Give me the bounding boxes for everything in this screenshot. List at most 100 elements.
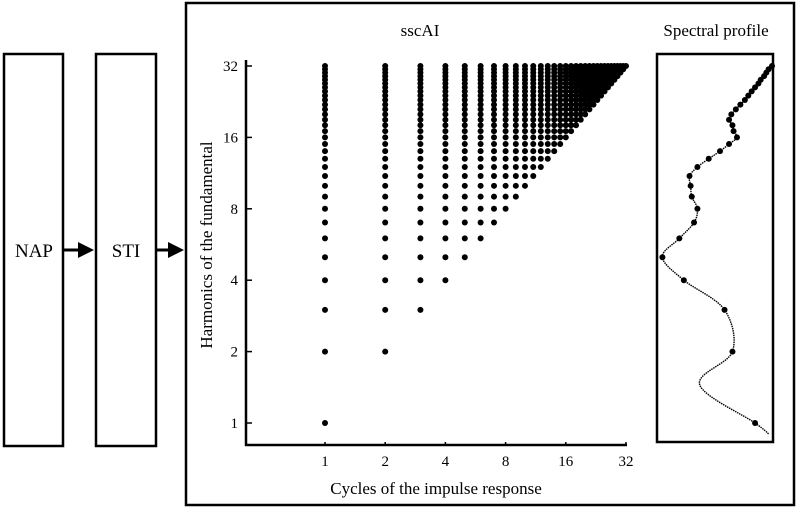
scatter-point [442, 134, 449, 141]
scatter-point [417, 254, 424, 261]
scatter-point [417, 148, 424, 155]
scatter-point [477, 128, 484, 135]
y-tick-label: 4 [231, 273, 239, 289]
scatter-point [442, 219, 449, 226]
scatter-point [491, 116, 498, 123]
scatter-point [512, 141, 519, 148]
scatter-point [568, 111, 575, 118]
scatter-point [537, 116, 544, 123]
scatter-point [382, 164, 389, 171]
scatter-point [461, 182, 468, 189]
scatter-point [502, 164, 509, 171]
scatter-point [530, 97, 537, 104]
scatter-point [521, 97, 528, 104]
scatter-point [382, 235, 389, 242]
scatter-point [551, 122, 558, 129]
profile-point [686, 172, 693, 179]
y-tick-label: 16 [223, 130, 239, 146]
scatter-point [557, 63, 564, 69]
scatter-point [461, 172, 468, 179]
scatter-point [502, 148, 509, 155]
scatter-point [521, 172, 528, 179]
scatter-point [322, 254, 328, 261]
scatter-point [568, 116, 575, 123]
scatter-point [382, 193, 389, 200]
profile-point [694, 164, 701, 171]
scatter-point [502, 155, 509, 162]
scatter-point [537, 122, 544, 129]
scatter-point [491, 219, 498, 226]
scatter-point [544, 63, 551, 69]
scatter-point [562, 111, 569, 118]
profile-title: Spectral profile [663, 21, 768, 40]
scatter-point [442, 205, 449, 212]
scatter-point [322, 420, 328, 426]
scatter-point [477, 92, 484, 99]
scatter-point [521, 116, 528, 123]
scatter-point [491, 155, 498, 162]
scatter-point [577, 97, 584, 104]
scatter-point [562, 106, 569, 113]
scatter-point [557, 111, 564, 118]
scatter-point [322, 306, 328, 313]
scatter-point [417, 122, 424, 129]
scatter-point [491, 101, 498, 108]
profile-point [726, 141, 733, 148]
scatter-point [477, 134, 484, 141]
profile-point [717, 148, 724, 155]
scatter-point [417, 111, 424, 118]
scatter-point [551, 116, 558, 123]
scatter-point [530, 111, 537, 118]
scatter-point [322, 134, 328, 141]
scatter-point [502, 97, 509, 104]
scatter-point [491, 205, 498, 212]
scatter-point [382, 205, 389, 212]
scatter-point [461, 205, 468, 212]
scatter-point [512, 193, 519, 200]
scatter-point [562, 97, 569, 104]
scatter-point [442, 128, 449, 135]
scatter-point [537, 155, 544, 162]
scatter-point [530, 106, 537, 113]
scatter-point [521, 122, 528, 129]
scatter-point [557, 97, 564, 104]
scatter-point [521, 148, 528, 155]
scatter-point [417, 106, 424, 113]
scatter-point [417, 141, 424, 148]
scatter-point [322, 63, 328, 69]
scatter-point [461, 111, 468, 118]
scatter-point [562, 128, 569, 135]
scatter-point [537, 111, 544, 118]
scatter-point [577, 111, 584, 118]
scatter-point [512, 97, 519, 104]
scatter-point [382, 182, 389, 189]
x-tick-label: 2 [381, 454, 389, 470]
scatter-point [382, 116, 389, 123]
scatter-point [502, 92, 509, 99]
scatter-point [322, 128, 328, 135]
scatter-point [322, 205, 328, 212]
scatter-point [382, 148, 389, 155]
scatter-point [512, 134, 519, 141]
scatter-point [382, 97, 389, 104]
profile-curve [661, 65, 773, 435]
scatter-point [544, 122, 551, 129]
scatter-point [491, 106, 498, 113]
scatter-point [568, 106, 575, 113]
scatter-point [551, 63, 558, 69]
scatter-point [491, 182, 498, 189]
scatter-point [382, 122, 389, 129]
scatter-point [322, 277, 328, 284]
scatter-point [461, 128, 468, 135]
scatter-point [417, 116, 424, 123]
scatter-point [502, 122, 509, 129]
sti-label: STI [112, 241, 141, 262]
scatter-point [577, 106, 584, 113]
scatter-point [442, 182, 449, 189]
scatter-point [322, 172, 328, 179]
x-axis-label: Cycles of the impulse response [330, 479, 542, 498]
scatter-point [477, 205, 484, 212]
sti-box [94, 52, 158, 448]
profile-point [752, 84, 759, 91]
